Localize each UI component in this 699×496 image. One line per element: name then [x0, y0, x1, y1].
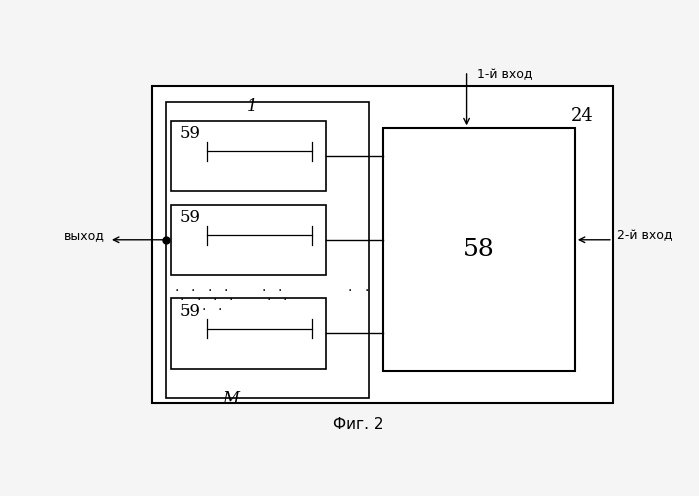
Bar	[166, 102, 369, 397]
Bar	[382, 128, 575, 371]
Bar	[171, 205, 326, 275]
Text: 2-й вход: 2-й вход	[617, 230, 672, 243]
Text: ·: ·	[191, 284, 195, 298]
Text: 24: 24	[571, 107, 594, 125]
Text: ·: ·	[201, 303, 206, 316]
Text: 1: 1	[247, 98, 258, 115]
Text: ·: ·	[283, 293, 287, 307]
Text: ·: ·	[196, 293, 201, 307]
Text: M: M	[222, 390, 240, 407]
Bar	[171, 121, 326, 191]
Text: Фиг. 2: Фиг. 2	[333, 417, 384, 432]
Text: выход: выход	[64, 230, 105, 243]
Text: ·: ·	[348, 284, 352, 298]
Text: ·: ·	[261, 284, 266, 298]
Text: 59: 59	[180, 303, 201, 320]
Text: ·: ·	[266, 293, 271, 307]
Text: 58: 58	[463, 238, 495, 261]
Text: ·: ·	[229, 293, 233, 307]
Text: ·: ·	[364, 284, 368, 298]
Text: ·: ·	[185, 303, 190, 316]
Text: ·: ·	[212, 293, 217, 307]
Text: 59: 59	[180, 125, 201, 142]
Text: ·: ·	[207, 284, 212, 298]
Text: ·: ·	[218, 303, 222, 316]
Bar	[152, 86, 613, 403]
Text: ·: ·	[180, 293, 185, 307]
Text: 59: 59	[180, 209, 201, 226]
Text: ·: ·	[278, 284, 282, 298]
Text: ·: ·	[175, 284, 179, 298]
Text: ·: ·	[223, 284, 228, 298]
Bar	[171, 298, 326, 369]
Text: 1-й вход: 1-й вход	[477, 68, 533, 81]
